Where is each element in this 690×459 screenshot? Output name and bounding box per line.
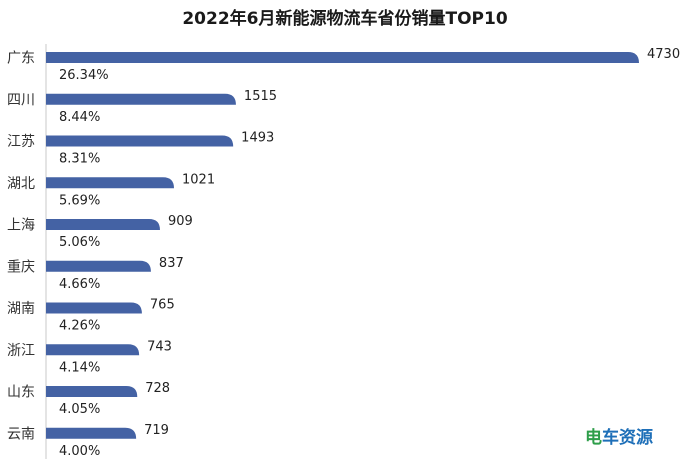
bars-group: 广东 4730 26.34% 四川 1515 8.44% 江苏 1493 8.31% 湖北 1021…: [7, 47, 680, 459]
bar: [46, 135, 234, 147]
percentage-label: 5.69%: [59, 193, 100, 208]
category-label: 上海: [7, 218, 35, 234]
value-label: 1493: [241, 131, 274, 146]
percentage-label: 4.14%: [59, 360, 100, 375]
bar: [46, 52, 639, 63]
category-label: 山东: [7, 385, 35, 401]
bar: [46, 386, 138, 397]
category-label: 浙江: [7, 343, 35, 359]
value-label: 765: [150, 298, 175, 313]
value-label: 909: [168, 214, 193, 229]
percentage-label: 4.66%: [59, 277, 100, 292]
chart-title: 2022年6月新能源物流车省份销量TOP10: [182, 8, 507, 29]
category-label: 云南: [7, 426, 35, 442]
bar: [46, 427, 137, 439]
bar: [46, 93, 236, 105]
percentage-label: 5.06%: [59, 235, 100, 250]
value-label: 743: [147, 339, 172, 354]
value-label: 1515: [244, 89, 277, 104]
percentage-label: 8.44%: [59, 110, 100, 125]
percentage-label: 8.31%: [59, 152, 100, 167]
value-label: 1021: [182, 172, 215, 187]
bar: [46, 344, 140, 356]
percentage-label: 4.00%: [59, 444, 100, 459]
value-label: 837: [159, 256, 184, 271]
value-label: 728: [145, 381, 170, 396]
category-label: 重庆: [7, 259, 35, 275]
watermark-text-1: 电: [585, 427, 602, 448]
svg-text:电车资源: 电车资源: [585, 427, 653, 448]
percentage-label: 26.34%: [59, 68, 109, 83]
bar: [46, 177, 175, 189]
percentage-label: 4.05%: [59, 402, 100, 417]
bar: [46, 260, 151, 272]
category-label: 四川: [7, 92, 35, 108]
bar: [46, 302, 142, 314]
percentage-label: 4.26%: [59, 319, 100, 334]
watermark-logo: 电车资源: [585, 427, 653, 448]
category-label: 湖南: [7, 301, 35, 317]
category-label: 广东: [7, 51, 35, 67]
category-label: 江苏: [7, 134, 35, 150]
value-label: 4730: [647, 47, 680, 62]
value-label: 719: [144, 423, 169, 438]
category-label: 湖北: [7, 176, 35, 192]
bar: [46, 219, 160, 230]
watermark-text-2: 车资源: [602, 427, 653, 448]
